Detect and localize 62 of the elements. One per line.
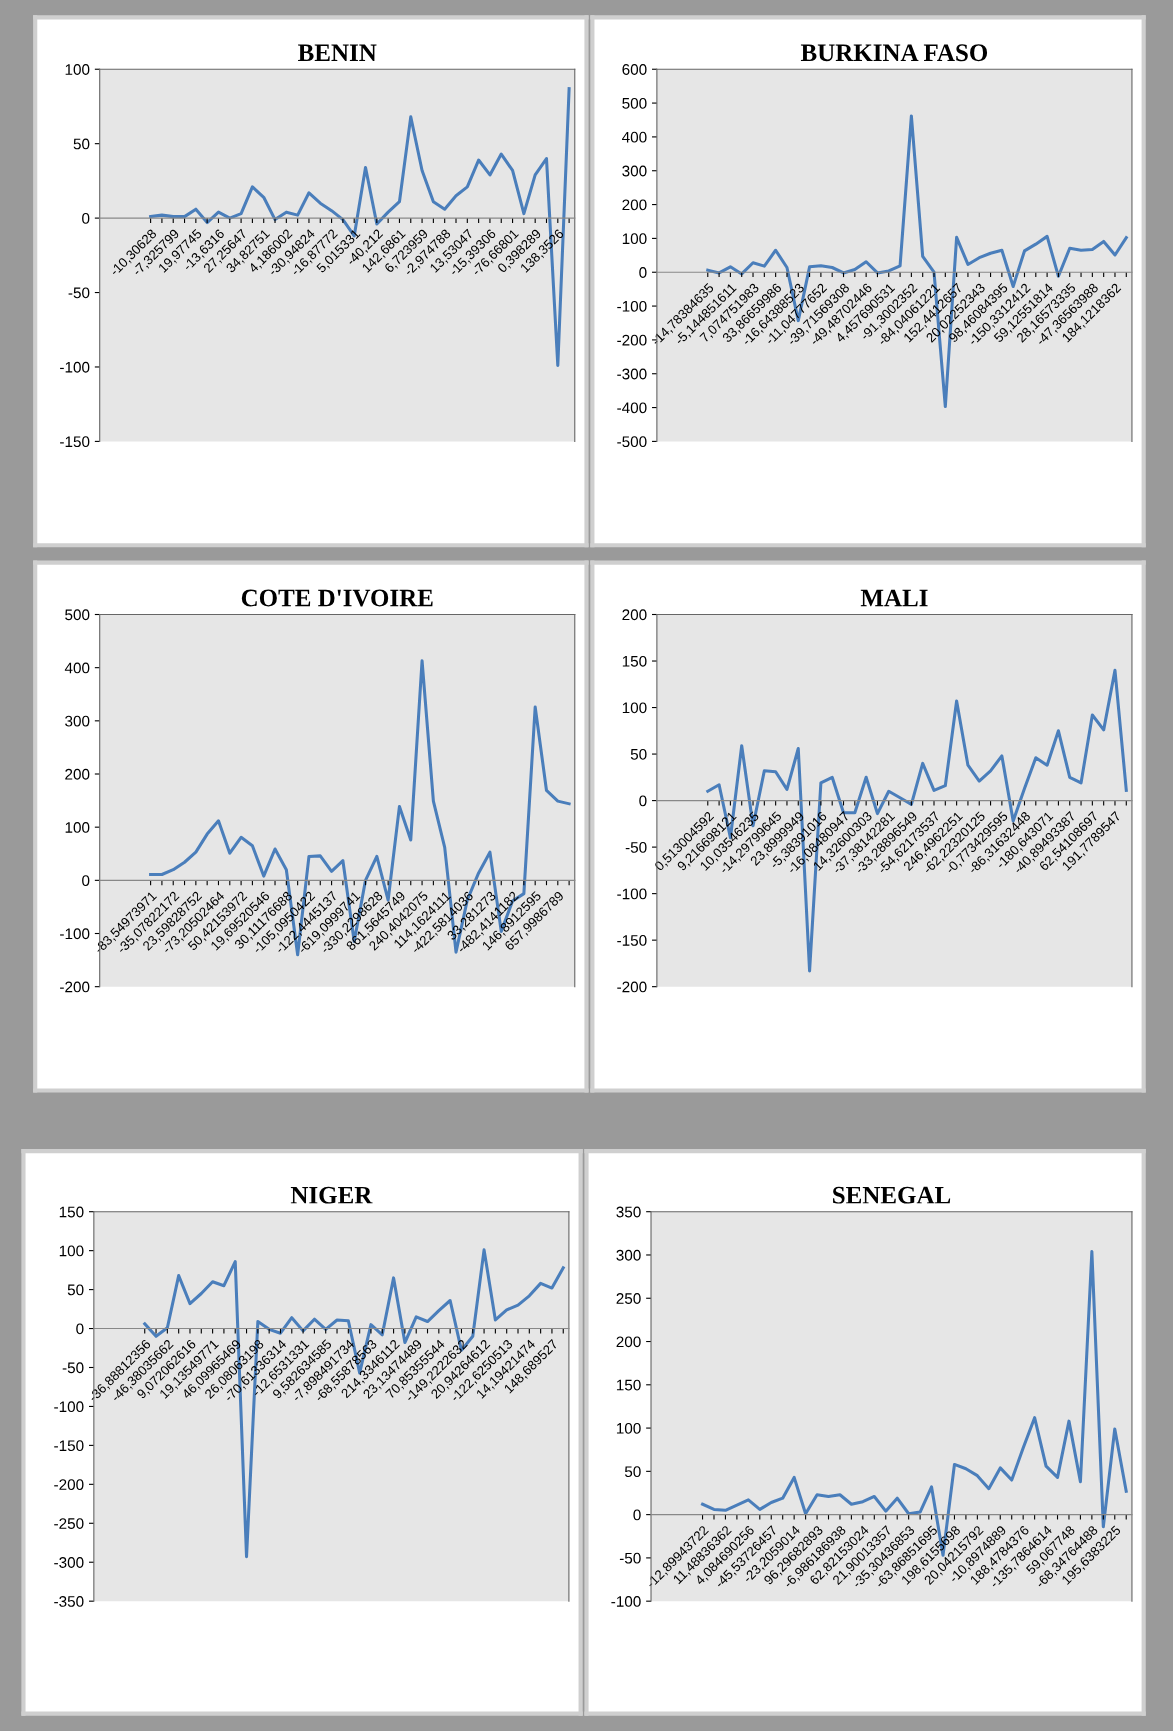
y-tick-label: -200 <box>617 334 647 346</box>
y-tick-label: 300 <box>616 1249 641 1261</box>
y-tick-label: -150 <box>54 1440 84 1452</box>
y-tick-label: 200 <box>65 768 90 780</box>
y-tick-label: 0 <box>76 1323 84 1335</box>
chart-title: COTE D'IVOIRE <box>241 589 433 607</box>
y-tick-label: 50 <box>67 1284 84 1296</box>
y-tick-label: 200 <box>616 1336 641 1348</box>
y-tick-label: 0 <box>633 1509 641 1521</box>
y-tick-label: 150 <box>622 655 647 667</box>
y-tick-label: -100 <box>617 888 647 900</box>
y-tick-label: 100 <box>65 822 90 833</box>
y-tick-label: 0 <box>639 267 647 278</box>
y-tick-label: 0 <box>82 875 90 887</box>
y-tick-label: 500 <box>65 609 90 621</box>
y-tick-label: -250 <box>54 1518 84 1529</box>
chart-title: NIGER <box>290 1186 373 1204</box>
y-tick-label: -150 <box>60 436 90 448</box>
y-tick-label: -400 <box>617 402 647 414</box>
y-tick-label: -50 <box>625 841 647 853</box>
y-tick-label: 100 <box>622 233 647 245</box>
y-tick-label: 0 <box>639 795 647 807</box>
y-tick-label: 500 <box>622 97 647 109</box>
y-tick-label: 100 <box>616 1422 641 1434</box>
y-tick-label: -100 <box>54 1401 84 1413</box>
y-tick-label: 100 <box>59 1245 84 1257</box>
y-tick-label: 0 <box>82 212 90 224</box>
y-tick-label: -350 <box>54 1596 84 1607</box>
y-tick-label: -150 <box>617 935 647 946</box>
y-tick-label: 200 <box>622 199 647 211</box>
y-tick-label: -300 <box>617 368 647 380</box>
y-tick-label: 600 <box>622 64 647 75</box>
y-tick-label: -200 <box>60 981 90 993</box>
y-tick-label: 100 <box>622 702 647 714</box>
y-tick-label: -50 <box>62 1362 84 1374</box>
chart-title: SENEGAL <box>833 1186 951 1204</box>
y-tick-label: 50 <box>624 1466 641 1478</box>
y-tick-label: -100 <box>60 361 90 373</box>
chart-title: BURKINA FASO <box>800 44 988 62</box>
y-tick-label: -300 <box>54 1557 84 1568</box>
y-tick-label: 400 <box>622 131 647 143</box>
y-tick-label: -100 <box>617 300 647 312</box>
chart-title: MALI <box>860 589 928 607</box>
y-tick-label: 400 <box>64 662 90 674</box>
y-tick-label: 250 <box>616 1293 641 1304</box>
y-tick-label: -500 <box>617 436 647 448</box>
y-tick-label: 150 <box>59 1206 84 1218</box>
y-tick-label: 50 <box>73 138 90 150</box>
y-tick-label: -200 <box>617 981 647 993</box>
y-tick-label: 300 <box>622 165 647 177</box>
y-tick-label: -50 <box>68 287 90 299</box>
y-tick-label: 350 <box>616 1206 641 1218</box>
chart-title: BENIN <box>298 44 377 61</box>
y-tick-label: 50 <box>630 748 647 760</box>
y-tick-label: -100 <box>60 928 90 940</box>
y-tick-label: -50 <box>619 1552 641 1564</box>
y-tick-label: 200 <box>622 609 647 621</box>
y-tick-label: 150 <box>616 1379 641 1391</box>
y-tick-label: 100 <box>65 64 90 75</box>
y-tick-label: 300 <box>65 715 90 727</box>
y-tick-label: -200 <box>54 1479 84 1491</box>
y-tick-label: -100 <box>611 1596 641 1607</box>
